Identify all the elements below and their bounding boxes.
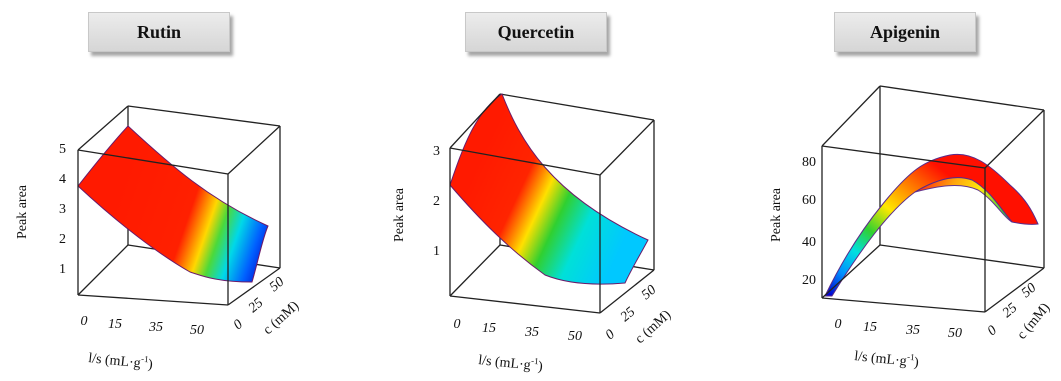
chart-title: Rutin [88, 12, 230, 52]
y-tick: 25 [618, 305, 638, 325]
x-tick: 35 [148, 320, 163, 335]
y-axis-label: c (mM) [1015, 300, 1054, 342]
z-tick-labels: 20 40 60 80 [802, 155, 816, 288]
z-tick: 3 [59, 202, 66, 217]
x-tick: 50 [948, 326, 962, 341]
plot-quercetin: 1 2 3 Peak area 0 15 35 50 l/s (mL·g-1) … [392, 93, 675, 375]
plot-box-front [449, 93, 655, 314]
z-tick: 1 [59, 262, 66, 277]
plot-box-front [77, 105, 281, 306]
z-tick: 4 [59, 172, 66, 187]
x-tick: 35 [905, 323, 920, 338]
x-tick-labels: 0 15 35 50 [835, 317, 963, 341]
z-tick: 80 [802, 155, 816, 170]
z-tick: 1 [433, 244, 440, 259]
x-tick: 15 [482, 321, 496, 336]
chart-rutin: Rutin [0, 0, 350, 376]
plot-box-back [879, 85, 1045, 269]
x-tick: 15 [108, 317, 122, 332]
plot-rutin: 1 2 3 4 5 Peak area 0 15 35 50 l/s (mL·g… [15, 105, 303, 373]
z-axis-label: Peak area [392, 187, 407, 242]
x-tick: 0 [835, 317, 842, 332]
y-tick: 25 [1000, 301, 1020, 321]
x-tick: 0 [454, 317, 461, 332]
plot-apigenin: 20 40 60 80 Peak area 0 15 35 50 l/s (mL… [769, 85, 1054, 371]
z-tick: 40 [802, 235, 816, 250]
x-axis-label: l/s (mL·g-1) [478, 350, 545, 375]
chart-quercetin: Quercetin [350, 0, 710, 376]
z-axis-label: Peak area [15, 184, 30, 239]
chart-apigenin: Apigenin [710, 0, 1061, 376]
y-tick: 0 [603, 327, 618, 343]
x-tick: 50 [190, 323, 204, 338]
surface [824, 153, 1039, 297]
z-tick: 60 [802, 193, 816, 208]
x-tick-labels: 0 15 35 50 [454, 317, 583, 344]
z-axis-label: Peak area [769, 187, 784, 242]
y-tick: 50 [639, 283, 659, 303]
y-tick: 25 [246, 296, 266, 316]
z-tick: 20 [802, 273, 816, 288]
x-tick: 15 [863, 320, 877, 335]
x-tick: 50 [568, 329, 582, 344]
z-tick: 2 [59, 232, 66, 247]
y-tick: 50 [267, 275, 287, 295]
y-axis-label: c (mM) [261, 298, 303, 338]
z-tick: 3 [433, 144, 440, 159]
plot-box-front [821, 85, 1045, 313]
x-tick: 35 [524, 325, 539, 340]
x-axis-label: l/s (mL·g-1) [88, 348, 155, 373]
y-axis-label: c (mM) [633, 307, 675, 347]
z-tick-labels: 1 2 3 [433, 144, 440, 259]
y-tick: 0 [231, 317, 246, 333]
surface [449, 93, 649, 285]
chart-title: Quercetin [465, 12, 607, 52]
z-tick: 2 [433, 194, 440, 209]
surface [77, 125, 269, 283]
x-tick-labels: 0 15 35 50 [81, 314, 205, 338]
chart-title: Apigenin [834, 12, 976, 52]
z-tick: 5 [59, 142, 66, 157]
surface-ridge [914, 177, 1013, 223]
x-axis-label: l/s (mL·g-1) [854, 346, 921, 371]
y-tick: 0 [985, 323, 1000, 339]
x-tick: 0 [81, 314, 88, 329]
z-tick-labels: 1 2 3 4 5 [59, 142, 66, 277]
